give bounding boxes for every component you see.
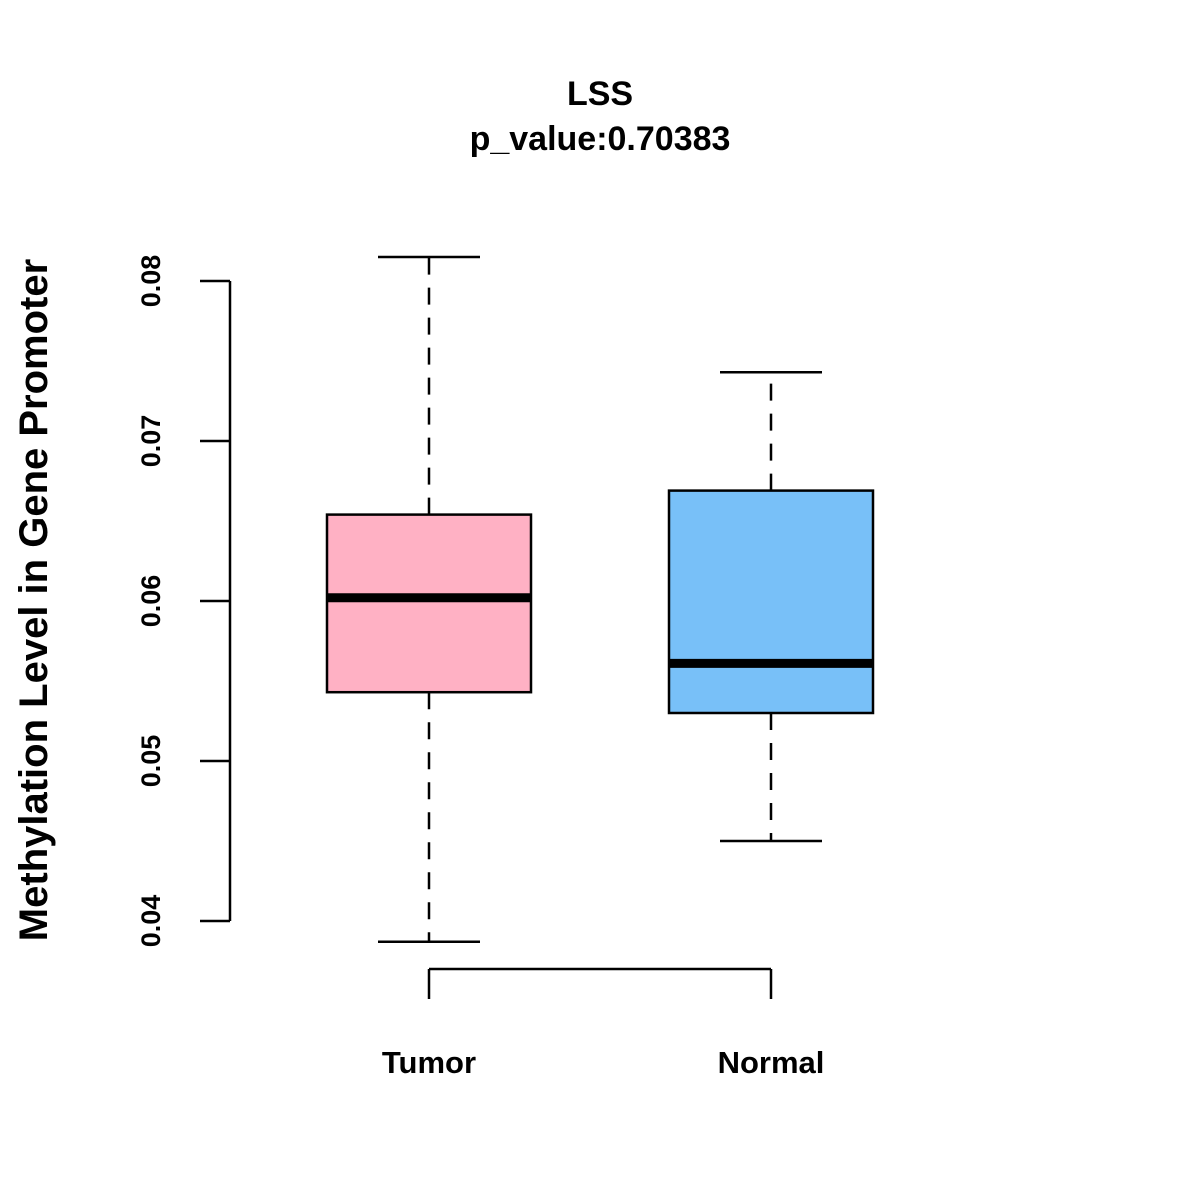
plot-area [325,255,875,944]
y-axis: 0.04 0.05 0.06 0.07 0.08 [136,255,232,948]
x-tick-label: Tumor [382,1045,476,1080]
y-tick-label: 0.05 [136,735,166,788]
x-axis: Tumor Normal [382,967,825,1080]
x-tick-label: Normal [718,1045,825,1080]
chart-subtitle: p_value:0.70383 [470,120,731,158]
iqr-box [325,513,533,694]
y-tick-label: 0.06 [136,575,166,628]
y-axis-label: Methylation Level in Gene Promoter [12,259,56,941]
box-normal [667,370,875,843]
iqr-box [667,489,875,715]
chart-title: LSS [567,75,633,113]
box-tumor [325,255,533,944]
y-tick-label: 0.08 [136,255,166,308]
y-tick-label: 0.07 [136,415,166,468]
y-tick-label: 0.04 [136,895,166,948]
